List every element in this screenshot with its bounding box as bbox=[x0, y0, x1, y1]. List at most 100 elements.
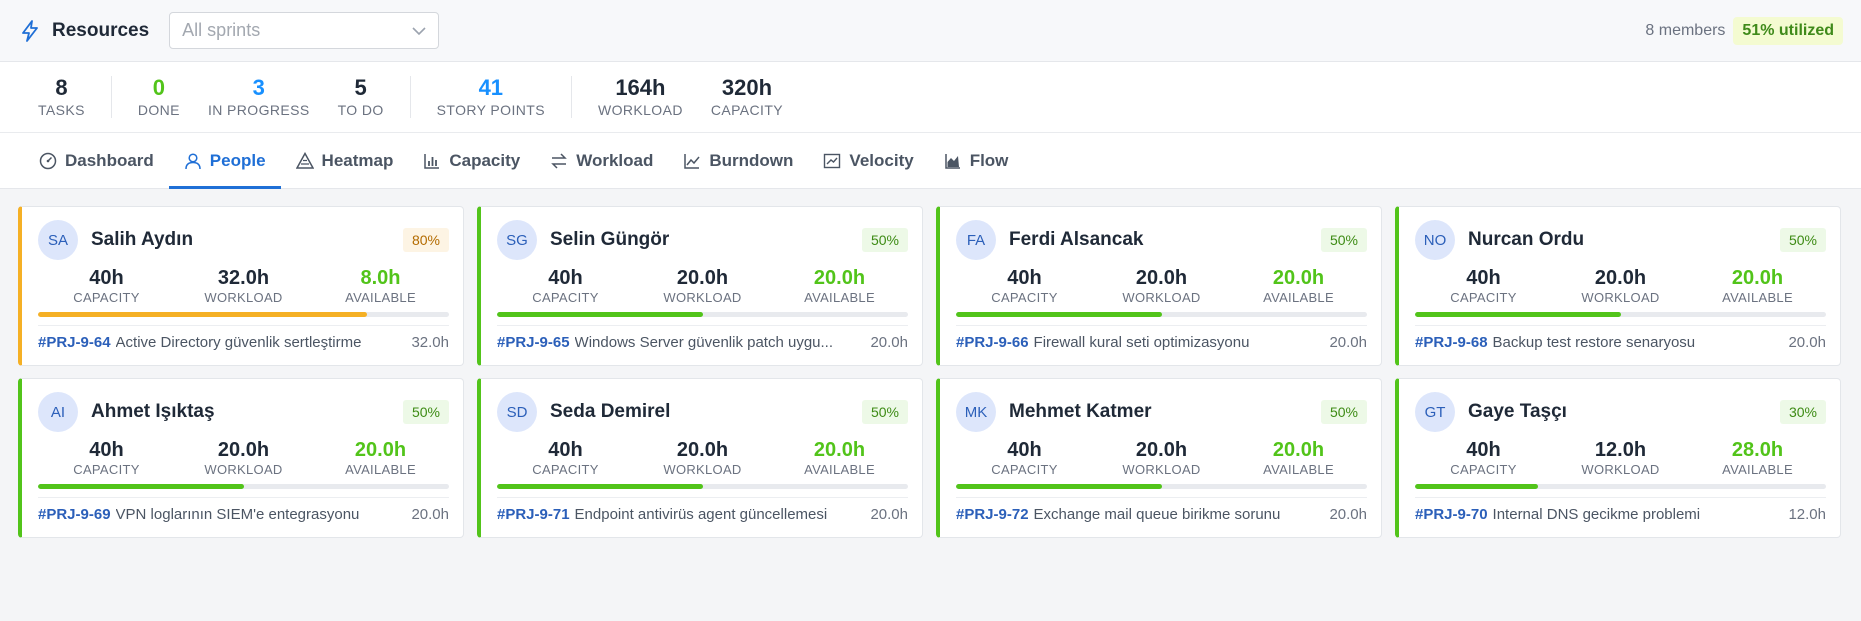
person-card[interactable]: SG Selin Güngör 50% 40h CAPACITY 20.0h W… bbox=[477, 206, 923, 366]
load-progress-bar bbox=[38, 312, 449, 317]
person-card[interactable]: SD Seda Demirel 50% 40h CAPACITY 20.0h W… bbox=[477, 378, 923, 538]
person-card[interactable]: GT Gaye Taşçı 30% 40h CAPACITY 12.0h WOR… bbox=[1395, 378, 1841, 538]
task-id-link[interactable]: #PRJ-9-65 bbox=[497, 334, 570, 351]
workload-value: 32.0h bbox=[217, 267, 270, 289]
avatar: NO bbox=[1415, 220, 1455, 260]
task-hours: 12.0h bbox=[1788, 506, 1826, 523]
workload-label: WORKLOAD bbox=[1581, 290, 1660, 305]
card-header: SD Seda Demirel 50% bbox=[497, 391, 908, 433]
tab-dashboard[interactable]: Dashboard bbox=[24, 133, 169, 188]
capacity-metric: 40h CAPACITY bbox=[497, 267, 634, 307]
task-hours: 20.0h bbox=[411, 506, 449, 523]
load-progress-fill bbox=[497, 312, 703, 317]
utilization-badge: 50% bbox=[861, 228, 908, 252]
workload-label: WORKLOAD bbox=[204, 290, 283, 305]
task-row[interactable]: #PRJ-9-65 Windows Server güvenlik patch … bbox=[497, 326, 908, 359]
task-id-link[interactable]: #PRJ-9-69 bbox=[38, 506, 111, 523]
load-progress-bar bbox=[497, 484, 908, 489]
stat-value: 8 bbox=[55, 75, 68, 100]
capacity-metric: 40h CAPACITY bbox=[497, 439, 634, 479]
velocity-icon bbox=[823, 152, 841, 170]
task-hours: 20.0h bbox=[1329, 334, 1367, 351]
capacity-label: CAPACITY bbox=[991, 290, 1058, 305]
stat-to-do: 5 TO DO bbox=[324, 75, 398, 119]
task-id-link[interactable]: #PRJ-9-66 bbox=[956, 334, 1029, 351]
tab-people[interactable]: People bbox=[168, 133, 281, 189]
tab-velocity[interactable]: Velocity bbox=[808, 133, 928, 188]
heatmap-icon bbox=[295, 151, 314, 170]
person-name: Selin Güngör bbox=[550, 229, 670, 250]
available-metric: 20.0h AVAILABLE bbox=[1230, 439, 1367, 479]
capacity-label: CAPACITY bbox=[991, 462, 1058, 477]
stat-capacity: 320h CAPACITY bbox=[697, 75, 797, 119]
card-header: SG Selin Güngör 50% bbox=[497, 219, 908, 261]
utilization-badge: 50% bbox=[1320, 228, 1367, 252]
task-row[interactable]: #PRJ-9-64 Active Directory güvenlik sert… bbox=[38, 326, 449, 359]
card-header: MK Mehmet Katmer 50% bbox=[956, 391, 1367, 433]
avatar: SG bbox=[497, 220, 537, 260]
task-row[interactable]: #PRJ-9-69 VPN loglarının SIEM'e entegras… bbox=[38, 498, 449, 531]
task-id-link[interactable]: #PRJ-9-72 bbox=[956, 506, 1029, 523]
sprint-select[interactable]: All sprints bbox=[169, 12, 440, 49]
task-id-link[interactable]: #PRJ-9-70 bbox=[1415, 506, 1488, 523]
tab-capacity[interactable]: Capacity bbox=[408, 133, 535, 188]
person-card[interactable]: NO Nurcan Ordu 50% 40h CAPACITY 20.0h WO… bbox=[1395, 206, 1841, 366]
stat-value: 5 bbox=[354, 75, 367, 100]
capacity-value: 40h bbox=[1466, 267, 1501, 289]
area-chart-icon bbox=[944, 152, 962, 170]
capacity-value: 40h bbox=[1466, 439, 1501, 461]
available-value: 20.0h bbox=[1272, 439, 1325, 461]
task-id-link[interactable]: #PRJ-9-64 bbox=[38, 334, 111, 351]
tab-workload[interactable]: Workload bbox=[535, 133, 668, 188]
task-title: Internal DNS gecikme problemi bbox=[1492, 506, 1701, 523]
avatar: FA bbox=[956, 220, 996, 260]
available-metric: 20.0h AVAILABLE bbox=[771, 267, 908, 307]
avatar: MK bbox=[956, 392, 996, 432]
member-count: 8 members bbox=[1645, 21, 1726, 39]
metrics-row: 40h CAPACITY 20.0h WORKLOAD 20.0h AVAILA… bbox=[956, 439, 1367, 479]
available-value: 20.0h bbox=[1272, 267, 1325, 289]
workload-metric: 12.0h WORKLOAD bbox=[1552, 439, 1689, 479]
divider bbox=[956, 497, 1367, 498]
tab-flow[interactable]: Flow bbox=[929, 133, 1024, 188]
capacity-value: 40h bbox=[1007, 439, 1042, 461]
divider bbox=[497, 497, 908, 498]
task-id-link[interactable]: #PRJ-9-71 bbox=[497, 506, 570, 523]
stat-value: 320h bbox=[721, 75, 773, 100]
person-card[interactable]: MK Mehmet Katmer 50% 40h CAPACITY 20.0h … bbox=[936, 378, 1382, 538]
workload-value: 20.0h bbox=[1594, 267, 1647, 289]
card-header: NO Nurcan Ordu 50% bbox=[1415, 219, 1826, 261]
task-title: Backup test restore senaryosu bbox=[1492, 334, 1696, 351]
load-progress-fill bbox=[1415, 312, 1621, 317]
person-name: Salih Aydın bbox=[91, 229, 194, 250]
task-id-link[interactable]: #PRJ-9-68 bbox=[1415, 334, 1488, 351]
task-row[interactable]: #PRJ-9-72 Exchange mail queue birikme so… bbox=[956, 498, 1367, 531]
metrics-row: 40h CAPACITY 20.0h WORKLOAD 20.0h AVAILA… bbox=[956, 267, 1367, 307]
metrics-row: 40h CAPACITY 20.0h WORKLOAD 20.0h AVAILA… bbox=[1415, 267, 1826, 307]
tab-burndown[interactable]: Burndown bbox=[668, 133, 808, 188]
available-value: 20.0h bbox=[813, 267, 866, 289]
utilization-badge: 50% bbox=[1779, 228, 1826, 252]
person-icon bbox=[184, 152, 202, 170]
task-row[interactable]: #PRJ-9-66 Firewall kural seti optimizasy… bbox=[956, 326, 1367, 359]
person-card[interactable]: AI Ahmet Işıktaş 50% 40h CAPACITY 20.0h … bbox=[18, 378, 464, 538]
task-row[interactable]: #PRJ-9-68 Backup test restore senaryosu … bbox=[1415, 326, 1826, 359]
task-hours: 20.0h bbox=[1329, 506, 1367, 523]
available-metric: 20.0h AVAILABLE bbox=[1689, 267, 1826, 307]
task-row[interactable]: #PRJ-9-71 Endpoint antivirüs agent günce… bbox=[497, 498, 908, 531]
metrics-row: 40h CAPACITY 20.0h WORKLOAD 20.0h AVAILA… bbox=[497, 267, 908, 307]
task-row[interactable]: #PRJ-9-70 Internal DNS gecikme problemi … bbox=[1415, 498, 1826, 531]
capacity-label: CAPACITY bbox=[73, 290, 140, 305]
available-metric: 8.0h AVAILABLE bbox=[312, 267, 449, 307]
utilization-badge: 50% bbox=[1320, 400, 1367, 424]
workload-value: 12.0h bbox=[1594, 439, 1647, 461]
capacity-metric: 40h CAPACITY bbox=[956, 439, 1093, 479]
tab-heatmap[interactable]: Heatmap bbox=[281, 133, 409, 188]
stat-value: 0 bbox=[152, 75, 166, 100]
load-progress-bar bbox=[38, 484, 449, 489]
person-card[interactable]: FA Ferdi Alsancak 50% 40h CAPACITY 20.0h… bbox=[936, 206, 1382, 366]
person-card[interactable]: SA Salih Aydın 80% 40h CAPACITY 32.0h WO… bbox=[18, 206, 464, 366]
divider bbox=[409, 76, 411, 118]
workload-label: WORKLOAD bbox=[1581, 462, 1660, 477]
